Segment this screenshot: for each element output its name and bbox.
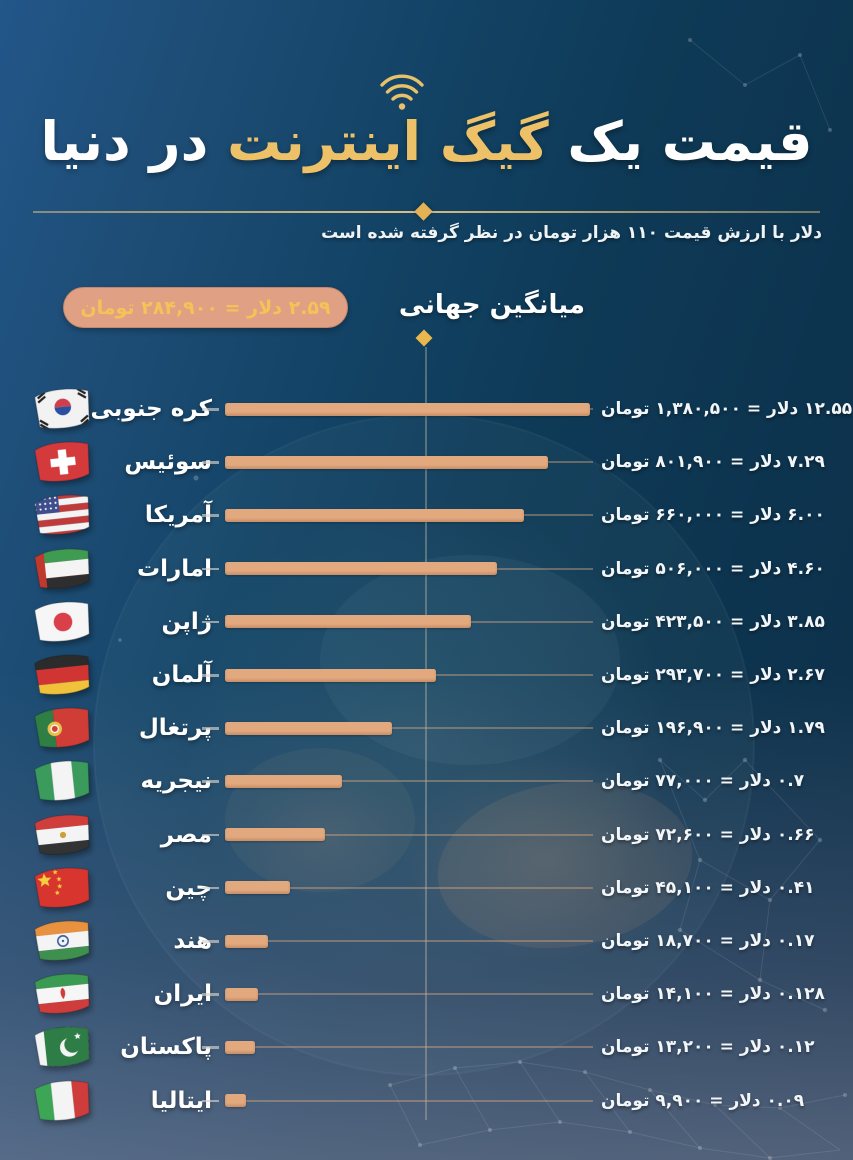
country-label: نیجریه (140, 768, 213, 795)
price-bar (225, 828, 325, 842)
price-bar (225, 1094, 246, 1108)
country-label: ایتالیا (150, 1087, 212, 1114)
label-tick (202, 567, 219, 571)
country-label: امارات (137, 555, 212, 582)
nigeria-flag-icon (30, 755, 96, 807)
label-tick (202, 886, 219, 890)
global-average-label: میانگین جهانی (398, 290, 585, 320)
country-label: آمریکا (144, 502, 212, 529)
price-label: ۲.۶۷ دلار = ۲۹۳,۷۰۰ تومان (601, 665, 825, 685)
price-bar (225, 615, 471, 629)
price-bar (225, 881, 290, 895)
price-bar (225, 668, 436, 682)
country-row-egypt: مصر ۰.۶۶ دلار = ۷۲,۶۰۰ تومان (0, 811, 853, 859)
iran-flag-icon (30, 968, 96, 1020)
country-row-germany: آلمان ۲.۶۷ دلار = ۲۹۳,۷۰۰ تومان (0, 651, 853, 699)
pakistan-flag-icon (30, 1021, 96, 1073)
usa-flag-icon (30, 489, 96, 541)
price-label: ۰.۰۹ دلار = ۹,۹۰۰ تومان (601, 1090, 805, 1111)
country-row-nigeria: نیجریه ۰.۷ دلار = ۷۷,۰۰۰ تومان (0, 757, 853, 805)
price-bar (225, 721, 392, 735)
price-label: ۰.۱۷ دلار = ۱۸,۷۰۰ تومان (601, 931, 815, 951)
germany-flag-icon (30, 649, 96, 701)
average-reference-line (425, 347, 427, 1120)
country-label: پرتغال (138, 715, 212, 742)
country-label: کره جنوبی (90, 396, 212, 422)
japan-flag-icon (30, 596, 96, 648)
title-part-2: در دنیا (40, 110, 228, 173)
country-row-portugal: پرتغال ۱.۷۹ دلار = ۱۹۶,۹۰۰ تومان (0, 704, 853, 752)
price-label: ۱۲.۵۵ دلار = ۱,۳۸۰,۵۰۰ تومان (601, 399, 853, 419)
label-tick (202, 1099, 219, 1103)
label-tick (202, 833, 219, 837)
country-row-switzerland: سوئیس ۷.۲۹ دلار = ۸۰۱,۹۰۰ تومان (0, 438, 853, 486)
india-flag-icon (30, 915, 96, 967)
label-tick (202, 940, 219, 943)
price-label: ۶.۰۰ دلار = ۶۶۰,۰۰۰ تومان (601, 505, 825, 526)
country-row-china: چین ۰.۴۱ دلار = ۴۵,۱۰۰ تومان (0, 864, 853, 912)
price-bar (225, 508, 524, 522)
south-korea-flag-icon (30, 383, 96, 435)
price-bar (225, 562, 497, 576)
country-label: سوئیس (124, 449, 212, 476)
country-row-usa: آمریکا ۶.۰۰ دلار = ۶۶۰,۰۰۰ تومان (0, 491, 853, 539)
country-row-italy: ایتالیا ۰.۰۹ دلار = ۹,۹۰۰ تومان (0, 1077, 853, 1125)
bar-track (225, 940, 593, 942)
country-row-uae: امارات ۴.۶۰ دلار = ۵۰۶,۰۰۰ تومان (0, 545, 853, 593)
price-label: ۴.۶۰ دلار = ۵۰۶,۰۰۰ تومان (601, 558, 825, 579)
egypt-flag-icon (30, 808, 96, 860)
price-bar (225, 934, 268, 948)
country-row-south-korea: کره جنوبی ۱۲.۵۵ دلار = ۱,۳۸۰,۵۰۰ تومان (0, 385, 853, 433)
label-tick (202, 620, 219, 624)
bar-track (225, 1046, 593, 1049)
country-row-iran: ایران ۰.۱۲۸ دلار = ۱۴,۱۰۰ تومان (0, 970, 853, 1018)
price-label: ۷.۲۹ دلار = ۸۰۱,۹۰۰ تومان (601, 452, 825, 473)
label-tick (202, 674, 219, 677)
exchange-rate-note: دلار با ارزش قیمت ۱۱۰ هزار تومان در نظر … (321, 223, 822, 243)
price-bar (225, 402, 590, 416)
label-tick (202, 514, 219, 517)
global-average-badge: ۲.۵۹ دلار = ۲۸۴,۹۰۰ تومان (63, 287, 348, 328)
price-bar (225, 455, 548, 469)
country-row-japan: ژاپن ۳.۸۵ دلار = ۴۲۳,۵۰۰ تومان (0, 598, 853, 646)
label-tick (202, 780, 219, 783)
price-label: ۰.۱۲ دلار = ۱۳,۲۰۰ تومان (601, 1037, 815, 1058)
price-bar (225, 987, 258, 1001)
price-label: ۰.۴۱ دلار = ۴۵,۱۰۰ تومان (601, 877, 815, 898)
price-label: ۰.۱۲۸ دلار = ۱۴,۱۰۰ تومان (601, 984, 825, 1005)
bar-track (225, 886, 593, 889)
country-row-india: هند ۰.۱۷ دلار = ۱۸,۷۰۰ تومان (0, 917, 853, 965)
price-bar (225, 774, 342, 788)
wifi-icon (380, 74, 424, 110)
label-tick (202, 727, 219, 730)
title-part-1: قیمت یک (548, 110, 813, 173)
country-label: آلمان (151, 662, 212, 688)
price-label: ۱.۷۹ دلار = ۱۹۶,۹۰۰ تومان (601, 718, 825, 739)
price-label: ۳.۸۵ دلار = ۴۲۳,۵۰۰ تومان (601, 611, 825, 632)
country-label: پاکستان (120, 1034, 212, 1061)
uae-flag-icon (30, 542, 96, 594)
country-row-pakistan: پاکستان ۰.۱۲ دلار = ۱۳,۲۰۰ تومان (0, 1023, 853, 1071)
bar-track (225, 780, 593, 783)
bar-track (225, 833, 593, 836)
bar-track (225, 1099, 593, 1102)
price-bar (225, 1040, 255, 1054)
price-label: ۰.۷ دلار = ۷۷,۰۰۰ تومان (601, 771, 805, 792)
bar-track (225, 727, 593, 730)
italy-flag-icon (30, 1074, 96, 1126)
page-title: قیمت یک گیگ اینترنت در دنیا (0, 100, 853, 184)
portugal-flag-icon (30, 702, 96, 754)
label-tick (202, 993, 219, 996)
label-tick (202, 1046, 219, 1049)
title-highlight: گیگ اینترنت (227, 110, 549, 173)
china-flag-icon (30, 862, 96, 914)
price-label: ۰.۶۶ دلار = ۷۲,۶۰۰ تومان (601, 824, 815, 845)
label-tick (202, 461, 219, 464)
switzerland-flag-icon (30, 436, 96, 488)
label-tick (202, 408, 219, 411)
bar-track (225, 993, 593, 996)
